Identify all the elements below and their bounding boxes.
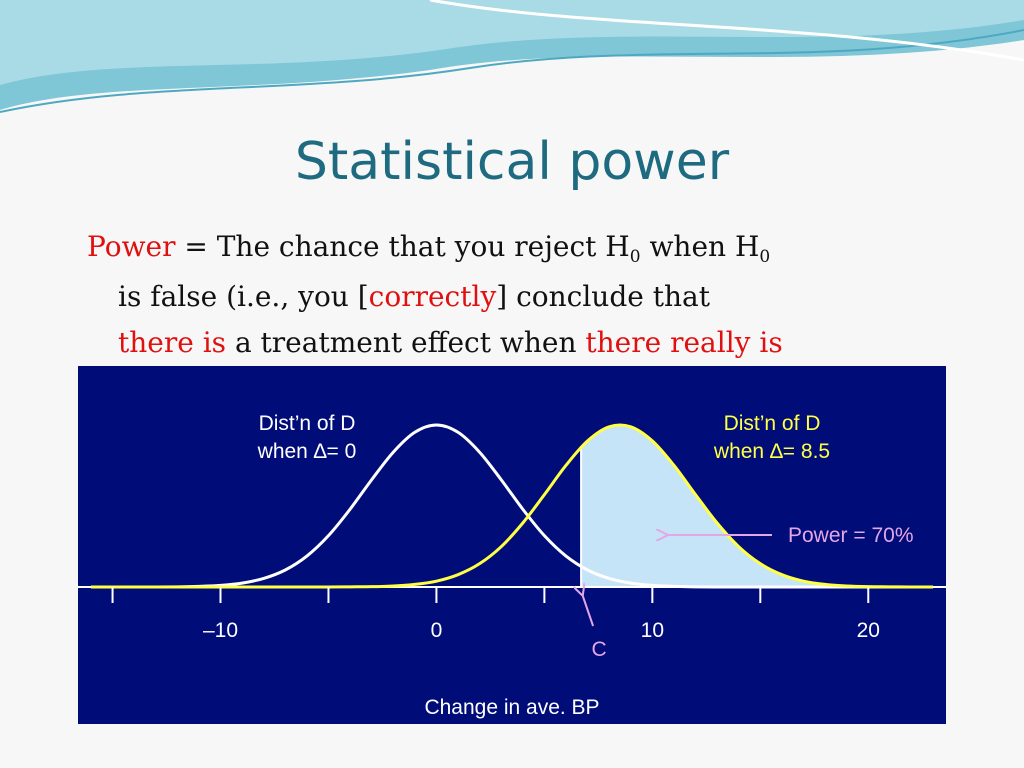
- series-label: when ∆= 8.5: [713, 440, 830, 463]
- series-label: Dist’n of D: [724, 412, 821, 435]
- density-curve: [90, 423, 934, 589]
- x-tick-label: 20: [857, 619, 880, 642]
- header-waves: [0, 0, 1024, 113]
- body-line: is false (i.e., you [correctly] conclude…: [118, 280, 710, 313]
- plot-background: [78, 366, 946, 724]
- text: ] conclude that: [496, 280, 710, 313]
- critical-label: C: [592, 638, 607, 661]
- text: correctly: [368, 280, 497, 313]
- text: there is: [118, 326, 227, 359]
- subscript: 0: [759, 247, 771, 267]
- text: when H: [640, 230, 760, 263]
- critical-arrow: [582, 594, 595, 627]
- density-curve: [90, 423, 934, 589]
- power-label: Power = 70%: [788, 524, 914, 547]
- series-label: Dist’n of D: [259, 412, 356, 435]
- power-area: [581, 425, 934, 587]
- wave-line: [0, 29, 1024, 113]
- series-label: when ∆= 0: [257, 440, 357, 463]
- text: a treatment effect when: [226, 326, 586, 359]
- text: Power: [87, 230, 176, 263]
- body-line: Power = The chance that you reject H0 wh…: [87, 230, 770, 267]
- x-tick-label: –10: [203, 619, 238, 642]
- text: there really is: [585, 326, 783, 359]
- x-tick-label: 10: [641, 619, 664, 642]
- body-line: there is a treatment effect when there r…: [118, 326, 783, 359]
- subscript: 0: [629, 247, 641, 267]
- wave: [0, 0, 1024, 85]
- title: Statistical power: [294, 132, 730, 192]
- text: = The chance that you reject H: [175, 230, 630, 263]
- x-tick-label: 0: [431, 619, 443, 642]
- x-axis-label: Change in ave. BP: [424, 696, 599, 719]
- text: is false (i.e., you [: [118, 280, 369, 313]
- wave-line: [429, 0, 1024, 62]
